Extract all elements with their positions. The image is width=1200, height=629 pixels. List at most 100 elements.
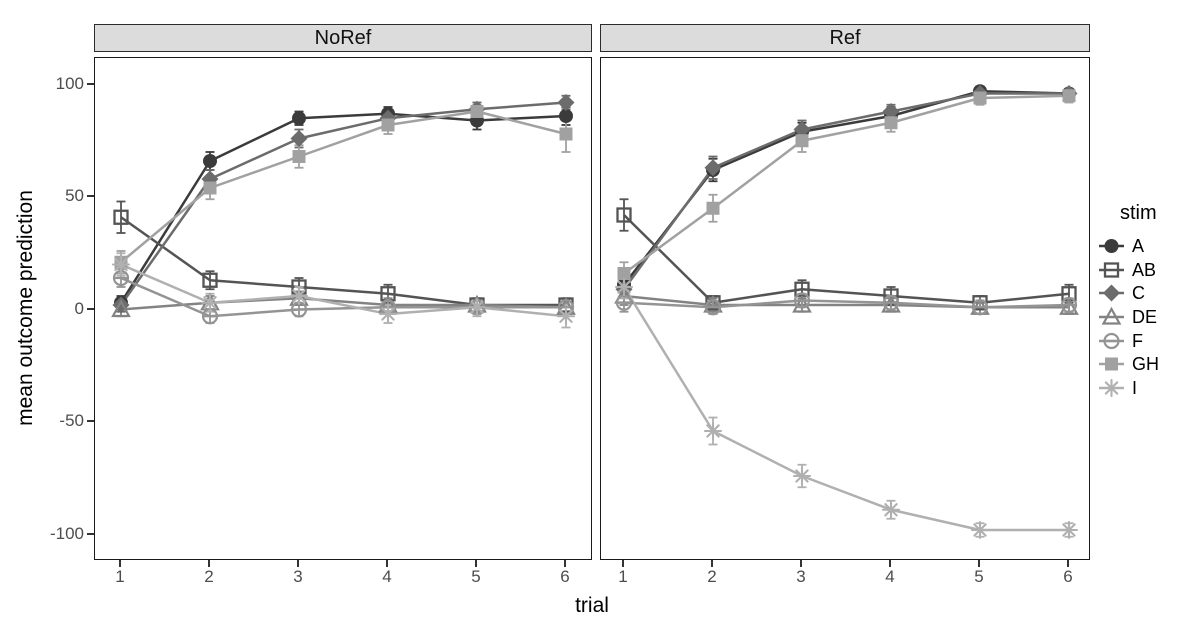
x-tick-label: 2: [707, 567, 717, 586]
legend-label: A: [1132, 235, 1145, 256]
square-filled-marker-icon: [795, 134, 809, 148]
series-line-DE: [120, 297, 567, 311]
legend-label: DE: [1132, 306, 1158, 327]
panel-noref-plot: [111, 94, 576, 329]
circle-minus-marker-icon: [793, 292, 811, 309]
circle-minus-marker-icon: [1103, 332, 1120, 349]
y-tick-label: -50: [59, 411, 84, 430]
x-axis-tick: [475, 560, 477, 567]
y-axis-tick: [87, 532, 94, 535]
y-tick-label: -100: [49, 523, 84, 543]
asterisk-marker-icon: [881, 500, 901, 519]
x-tick-label: 4: [382, 567, 392, 586]
y-axis-tick: [87, 420, 94, 422]
series-line-F: [623, 299, 1070, 309]
circle-filled-marker-icon: [1104, 238, 1119, 253]
panel-ref: [600, 57, 1090, 560]
y-tick-label: 0: [74, 298, 84, 318]
x-tick-label: 2: [204, 567, 214, 586]
x-axis-tick: [711, 560, 713, 567]
square-filled-marker-icon: [559, 127, 573, 141]
square-open-marker-icon: [113, 209, 129, 225]
square-open-marker-icon: [1103, 261, 1120, 278]
x-axis-tick: [889, 560, 891, 567]
legend-item-C: C: [1098, 281, 1159, 305]
legend-item-GH: GH: [1098, 352, 1159, 376]
legend-item-A: A: [1098, 234, 1159, 258]
x-axis-tick: [800, 560, 802, 567]
legend-rows: A AB C DE F GH I: [1098, 234, 1159, 400]
series-line-A: [119, 112, 567, 304]
series-line-I: [622, 286, 1069, 532]
x-tick-label: 1: [618, 567, 628, 586]
x-axis-tick: [386, 560, 388, 567]
legend-item-DE: DE: [1098, 305, 1159, 329]
square-open-marker-icon: [202, 272, 218, 288]
facet-strip-ref-label: Ref: [829, 26, 861, 49]
square-filled-marker-icon: [292, 150, 306, 163]
x-axis-title: trial: [575, 594, 609, 617]
y-axis-tick: [87, 195, 94, 197]
legend-item-AB: AB: [1098, 258, 1159, 282]
circle-minus-marker-icon: [971, 299, 989, 316]
series-line-C: [622, 92, 1069, 290]
series-line-I: [120, 263, 567, 318]
facet-strip-noref: NoRef: [94, 24, 592, 52]
legend-label: GH: [1132, 354, 1159, 375]
series-line-GH: [623, 94, 1070, 275]
asterisk-marker-icon: [1059, 520, 1079, 540]
x-tick-label: 4: [885, 567, 895, 586]
x-tick-label: 3: [293, 567, 303, 586]
circle-filled-legend-key-icon: [1099, 238, 1124, 253]
errorbar-AB: [619, 198, 629, 232]
facet-strip-noref-label: NoRef: [314, 26, 372, 49]
circle-minus-legend-key-icon: [1099, 332, 1124, 349]
asterisk-marker-icon: [703, 421, 723, 441]
square-filled-marker-icon: [706, 201, 720, 215]
circle-filled-marker-icon: [559, 109, 573, 123]
facet-strip-ref: Ref: [600, 24, 1090, 52]
x-tick-label: 3: [796, 567, 806, 586]
diamond-filled-marker-icon: [1103, 284, 1120, 302]
legend-title: stim: [1120, 202, 1157, 224]
x-axis-tick: [1067, 560, 1069, 567]
asterisk-marker-icon: [200, 293, 220, 312]
legend-item-F: F: [1098, 329, 1159, 353]
asterisk-marker-icon: [378, 304, 398, 324]
asterisk-marker-icon: [614, 277, 634, 297]
triangle-open-marker-icon: [792, 294, 812, 313]
triangle-open-marker-icon: [1059, 296, 1079, 315]
asterisk-marker-icon: [1102, 378, 1121, 398]
series-line-F: [120, 276, 566, 318]
square-filled-marker-icon: [470, 105, 484, 118]
asterisk-marker-icon: [970, 520, 990, 540]
x-axis-tick: [119, 560, 121, 567]
asterisk-marker-icon: [467, 298, 487, 317]
square-filled-marker-icon: [203, 181, 217, 195]
asterisk-marker-icon: [289, 286, 309, 306]
circle-minus-marker-icon: [1060, 296, 1078, 314]
triangle-open-legend-key-icon: [1099, 306, 1124, 325]
square-filled-marker-icon: [973, 91, 987, 105]
x-tick-label: 6: [1063, 567, 1073, 586]
legend-label: AB: [1132, 259, 1157, 280]
square-filled-marker-icon: [381, 118, 395, 132]
x-tick-label: 5: [471, 567, 481, 586]
x-tick-label: 6: [560, 567, 570, 586]
y-axis-title: mean outcome prediction: [14, 190, 37, 426]
y-axis-tick: [87, 307, 94, 310]
x-axis-tick: [297, 560, 299, 567]
diamond-filled-marker-icon: [793, 121, 811, 138]
asterisk-marker-icon: [556, 307, 576, 326]
circle-minus-marker-icon: [882, 294, 900, 311]
circle-minus-marker-icon: [704, 299, 722, 316]
triangle-open-marker-icon: [1101, 306, 1122, 325]
diamond-filled-marker-icon: [290, 130, 308, 147]
square-open-marker-icon: [616, 207, 632, 223]
y-tick-label: 100: [55, 73, 84, 93]
errorbar-AB: [116, 200, 126, 234]
diamond-filled-marker-icon: [882, 103, 900, 120]
asterisk-legend-key-icon: [1099, 378, 1124, 398]
triangle-open-marker-icon: [881, 294, 901, 313]
series-line-C: [119, 101, 567, 306]
